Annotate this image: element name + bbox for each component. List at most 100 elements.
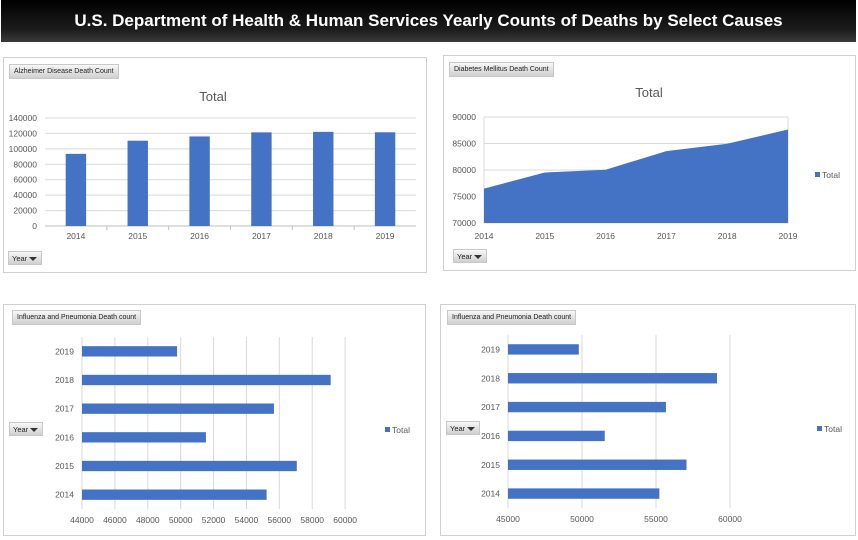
x-tick-label: 2019 — [376, 231, 395, 241]
year-filter-button[interactable]: Year — [9, 422, 43, 436]
bar-2015 — [127, 140, 148, 226]
dashboard-title: U.S. Department of Health & Human Servic… — [1, 0, 856, 42]
y-tick-label: 40000 — [13, 190, 37, 200]
bar-2015 — [508, 459, 687, 470]
influenza-chart-panel-right: 45000 50000 55000 60000 2019 2018 2017 2016 2015… — [440, 304, 856, 536]
influenza-chart-panel-left: 44000 46000 48000 50000 52000 54000 56000 58000… — [3, 304, 426, 536]
x-tick-label: 48000 — [136, 515, 160, 525]
x-tick-label: 2017 — [252, 231, 271, 241]
y-tick-label: 75000 — [452, 192, 476, 202]
year-filter-button[interactable]: Year — [453, 249, 487, 263]
x-tick-label: 50000 — [570, 514, 594, 524]
x-tick-label: 58000 — [300, 515, 324, 525]
y-tick-label: 2015 — [481, 460, 500, 470]
y-tick-label: 20000 — [13, 206, 37, 216]
x-tick-label: 55000 — [644, 514, 668, 524]
x-tick-label: 2018 — [718, 231, 737, 241]
x-tick-label: 44000 — [70, 515, 94, 525]
bar-2018 — [508, 373, 717, 384]
y-tick-label: 120000 — [9, 128, 38, 138]
diabetes-chart-panel: Total 70000 75000 80000 85000 90000 2014 2015 20… — [443, 55, 856, 271]
bar-2019 — [82, 346, 178, 357]
year-filter-label: Year — [457, 252, 473, 261]
influenza-panel-label: Influenza and Pneumonia Death count — [12, 310, 142, 325]
bar-2018 — [82, 374, 331, 386]
bar-2016 — [82, 432, 206, 443]
y-tick-label: 70000 — [452, 218, 476, 228]
legend-label: Total — [392, 425, 410, 435]
x-tick-label: 52000 — [202, 515, 226, 525]
x-tick-label: 2019 — [779, 231, 798, 241]
y-tick-label: 80000 — [452, 165, 476, 175]
x-tick-label: 2016 — [596, 231, 615, 241]
year-filter-button[interactable]: Year — [446, 421, 480, 435]
x-tick-label: 60000 — [333, 515, 357, 525]
influenza-panel-label: Influenza and Pneumonia Death count — [447, 310, 577, 325]
y-tick-label: 2019 — [481, 344, 500, 354]
y-tick-label: 85000 — [452, 139, 476, 149]
alzheimer-column-chart: Total 0 20000 40000 60000 80000 100000 120000 14… — [9, 89, 416, 241]
x-tick-label: 2015 — [535, 231, 554, 241]
bar-2015 — [82, 460, 297, 472]
alzheimer-panel-label: Alzheimer Disease Death Count — [9, 64, 119, 79]
bar-2014 — [508, 488, 660, 499]
dropdown-arrow-icon — [29, 257, 37, 261]
y-tick-label: 100000 — [9, 144, 38, 154]
diabetes-area-chart: Total 70000 75000 80000 85000 90000 2014 2015 20… — [452, 85, 840, 241]
year-filter-button[interactable]: Year — [8, 251, 42, 265]
legend-label: Total — [824, 424, 842, 434]
y-tick-label: 0 — [32, 221, 37, 231]
chart-title: Total — [635, 85, 663, 100]
influenza-bar-chart-right: 45000 50000 55000 60000 2019 2018 2017 2016 2015… — [481, 335, 842, 524]
y-tick-label: 2017 — [55, 404, 74, 414]
y-tick-label: 2014 — [55, 490, 74, 500]
bar-2016 — [189, 136, 210, 226]
x-tick-label: 50000 — [169, 515, 193, 525]
bar-2017 — [82, 403, 274, 414]
bar-2019 — [508, 344, 579, 355]
x-tick-label: 2015 — [128, 231, 147, 241]
y-tick-label: 2016 — [55, 432, 74, 442]
bar-2014 — [82, 489, 267, 500]
y-tick-label: 2017 — [481, 402, 500, 412]
bar-2017 — [508, 401, 666, 413]
legend-label: Total — [822, 170, 840, 180]
year-filter-label: Year — [450, 424, 466, 433]
y-tick-label: 60000 — [13, 175, 37, 185]
y-tick-label: 2016 — [481, 431, 500, 441]
dropdown-arrow-icon — [467, 427, 475, 431]
legend-marker — [385, 427, 390, 432]
bar-2018 — [313, 131, 334, 226]
bar-2016 — [508, 430, 605, 442]
year-filter-label: Year — [13, 425, 29, 434]
x-tick-label: 2016 — [190, 231, 209, 241]
x-tick-label: 45000 — [496, 514, 520, 524]
y-tick-label: 80000 — [13, 159, 37, 169]
x-tick-label: 56000 — [268, 515, 292, 525]
diabetes-panel-label: Diabetes Mellitus Death Count — [449, 62, 554, 77]
influenza-bar-chart-left: 44000 46000 48000 50000 52000 54000 56000 58000… — [55, 337, 410, 525]
bar-2017 — [251, 132, 272, 226]
x-tick-label: 2017 — [657, 231, 676, 241]
y-tick-label: 2018 — [481, 373, 500, 383]
x-tick-label: 2014 — [475, 231, 494, 241]
bar-2019 — [374, 132, 396, 226]
y-tick-label: 2015 — [55, 461, 74, 471]
x-tick-label: 46000 — [103, 515, 127, 525]
dropdown-arrow-icon — [474, 255, 482, 259]
dropdown-arrow-icon — [30, 428, 38, 432]
x-tick-label: 54000 — [235, 515, 259, 525]
y-tick-label: 2019 — [55, 346, 74, 356]
year-filter-label: Year — [12, 254, 28, 263]
chart-title: Total — [199, 89, 227, 104]
bar-2014 — [65, 153, 87, 226]
legend-marker — [817, 426, 822, 431]
y-tick-label: 140000 — [9, 113, 38, 123]
x-tick-label: 60000 — [718, 514, 742, 524]
legend-marker — [815, 172, 820, 177]
x-tick-label: 2018 — [314, 231, 333, 241]
x-tick-label: 2014 — [66, 231, 85, 241]
y-tick-label: 90000 — [452, 112, 476, 122]
alzheimer-chart-panel: Total 0 20000 40000 60000 80000 100000 120000 14… — [3, 57, 427, 273]
y-tick-label: 2014 — [481, 489, 500, 499]
